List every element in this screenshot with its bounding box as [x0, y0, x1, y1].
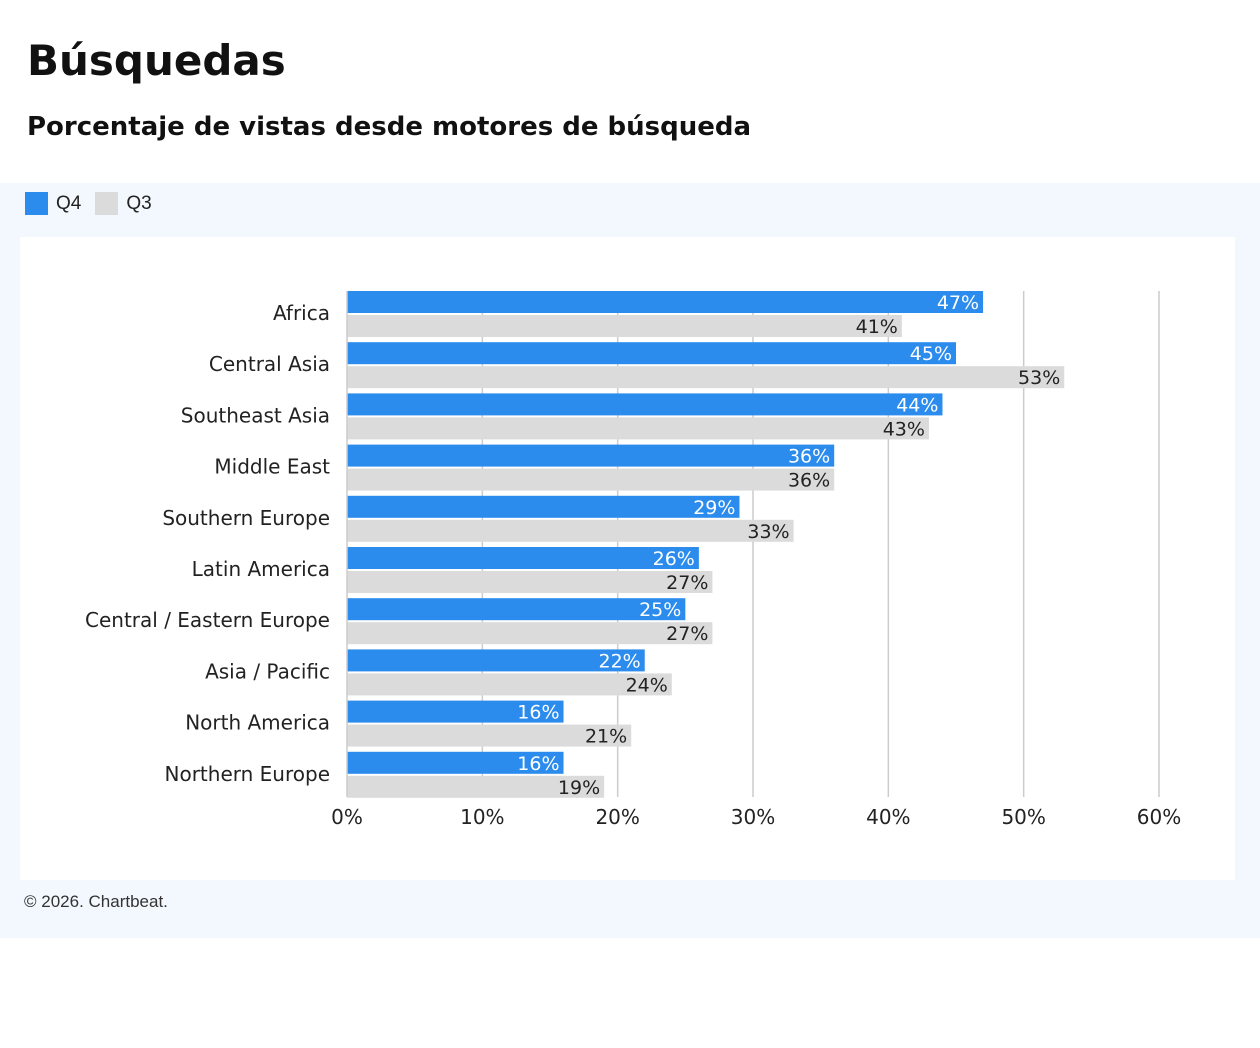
category-label: Southern Europe — [162, 506, 330, 530]
legend: Q4 Q3 — [25, 192, 166, 215]
category-label: North America — [185, 711, 330, 735]
plot-area: 0% 10% 20% 30% 40% 50% 60% Africa 47% 41% Central … — [20, 237, 1235, 880]
legend-item-q3[interactable]: Q3 — [95, 192, 152, 215]
category-label: Central Asia — [209, 352, 330, 376]
bar-q3 — [347, 366, 1065, 389]
bar-q3 — [347, 519, 794, 542]
legend-swatch-q3 — [95, 192, 119, 215]
chart-title: Búsquedas — [27, 36, 286, 85]
data-label-q3: 19% — [558, 777, 600, 799]
category-label: Latin America — [192, 557, 330, 581]
bar-q3 — [347, 775, 605, 798]
data-label-q4: 36% — [788, 446, 830, 468]
data-label-q4: 47% — [937, 292, 979, 314]
bar-q4 — [347, 598, 686, 621]
category-label: Asia / Pacific — [205, 659, 330, 683]
bar-q4 — [347, 444, 835, 467]
bar-q3 — [347, 622, 713, 645]
category-label: Northern Europe — [165, 762, 330, 786]
data-label-q4: 25% — [639, 599, 681, 621]
x-tick-label: 30% — [731, 805, 775, 829]
bar-q4 — [347, 393, 943, 416]
x-tick-label: 50% — [1001, 805, 1045, 829]
bar-q3 — [347, 673, 672, 696]
data-label-q4: 16% — [517, 702, 559, 724]
legend-item-q4[interactable]: Q4 — [25, 192, 81, 215]
data-label-q3: 33% — [747, 521, 789, 543]
data-label-q4: 29% — [693, 497, 735, 519]
data-label-q3: 43% — [883, 418, 925, 440]
copyright-footer: © 2026. Chartbeat. — [24, 892, 168, 911]
bar-q3 — [347, 315, 902, 337]
data-label-q4: 44% — [896, 394, 938, 416]
data-label-q3: 27% — [666, 572, 708, 594]
data-label-q4: 22% — [598, 650, 640, 672]
data-label-q4: 45% — [910, 343, 952, 365]
data-label-q4: 26% — [653, 548, 695, 570]
bar-q4 — [347, 547, 699, 569]
bar-q4 — [347, 751, 564, 774]
legend-label-q4: Q4 — [56, 192, 82, 214]
x-tick-label: 40% — [866, 805, 910, 829]
category-label: Africa — [273, 301, 330, 325]
legend-label-q3: Q3 — [126, 192, 152, 214]
data-label-q3: 27% — [666, 623, 708, 645]
bar-q4 — [347, 700, 564, 723]
data-label-q3: 53% — [1018, 367, 1060, 389]
data-label-q3: 21% — [585, 726, 627, 748]
category-label: Southeast Asia — [181, 403, 330, 427]
data-label-q3: 41% — [856, 316, 898, 338]
data-label-q3: 24% — [626, 674, 668, 696]
x-tick-label: 20% — [595, 805, 639, 829]
bar-q3 — [347, 724, 632, 747]
bar-q4 — [347, 495, 740, 518]
bar-q4 — [347, 649, 645, 672]
x-tick-label: 60% — [1137, 805, 1181, 829]
x-tick-label: 10% — [460, 805, 504, 829]
bar-q4 — [347, 291, 984, 313]
bar-q3 — [347, 571, 713, 593]
data-label-q4: 16% — [517, 753, 559, 775]
bar-chart: 0% 10% 20% 30% 40% 50% 60% Africa 47% 41% Central … — [85, 291, 1181, 829]
chart-subtitle: Porcentaje de vistas desde motores de bú… — [27, 112, 752, 142]
bar-q3 — [347, 417, 929, 440]
data-label-q3: 36% — [788, 470, 830, 492]
category-label: Middle East — [214, 455, 330, 479]
category-label: Central / Eastern Europe — [85, 608, 330, 632]
bar-q4 — [347, 342, 956, 365]
x-tick-label: 0% — [331, 805, 363, 829]
bar-q3 — [347, 468, 835, 491]
legend-swatch-q4 — [25, 192, 48, 215]
